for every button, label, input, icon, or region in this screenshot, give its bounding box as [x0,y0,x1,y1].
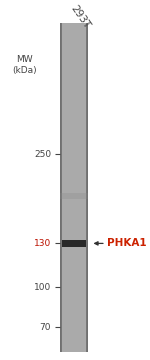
Text: MW
(kDa): MW (kDa) [12,55,37,75]
Bar [60,23,62,352]
Bar [87,23,88,352]
Text: 100: 100 [34,283,51,292]
Bar [87,23,88,352]
Text: 130: 130 [34,239,51,248]
Bar [60,23,61,352]
Bar [60,193,88,199]
Bar [60,23,62,352]
Bar [60,23,61,352]
Bar [86,23,88,352]
Text: 70: 70 [40,323,51,332]
Bar [86,23,88,352]
Bar [60,23,62,352]
Bar [60,23,88,352]
Text: 250: 250 [34,150,51,159]
Bar [87,23,88,352]
Bar [86,23,88,352]
Bar [62,240,86,247]
Bar [60,23,61,352]
Text: PHKA1: PHKA1 [107,238,147,248]
Bar [60,23,61,352]
Text: 293T: 293T [68,4,92,31]
Bar [87,23,88,352]
